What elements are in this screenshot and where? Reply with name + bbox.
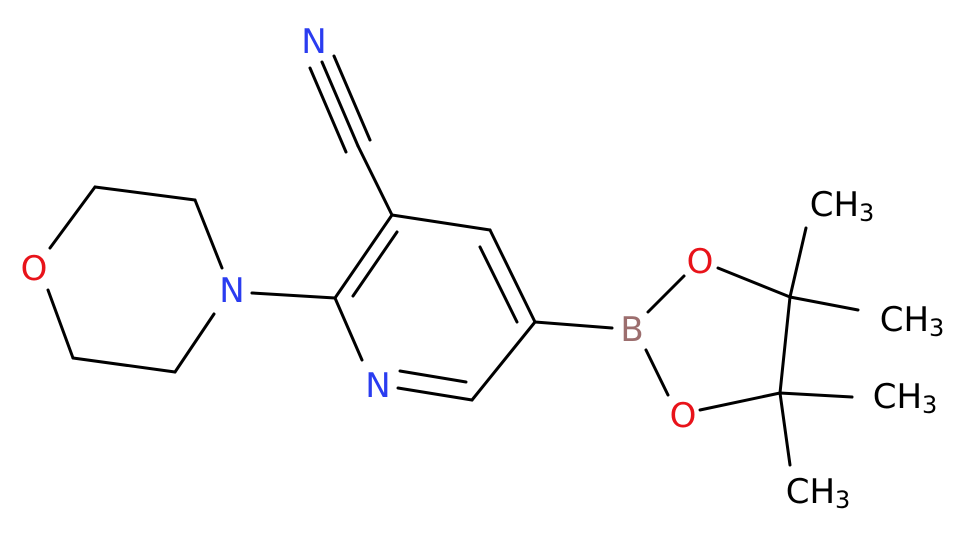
atom-label: O — [687, 242, 714, 282]
methyl-label: CH3 — [880, 300, 945, 342]
atom-label: N — [301, 22, 326, 62]
methyl-main: CH — [873, 377, 922, 417]
atom-label: O — [21, 249, 48, 289]
methyl-main: CH — [880, 300, 929, 340]
methyl-main: CH — [810, 185, 859, 225]
bonds — [46, 54, 860, 467]
methyl-main: CH — [786, 472, 835, 512]
methyl-label: CH3 — [810, 185, 875, 227]
methyl-sub: 3 — [835, 486, 850, 514]
methyl-label: CH3 — [873, 377, 938, 419]
atom-label: N — [219, 271, 244, 311]
atom-label: N — [365, 366, 390, 406]
methyl-sub: 3 — [859, 199, 874, 227]
methyl-sub: 3 — [922, 391, 937, 419]
atom-label: B — [620, 310, 643, 350]
atom-label: O — [670, 396, 697, 436]
methyl-label: CH3 — [786, 472, 851, 514]
methyl-sub: 3 — [929, 314, 944, 342]
